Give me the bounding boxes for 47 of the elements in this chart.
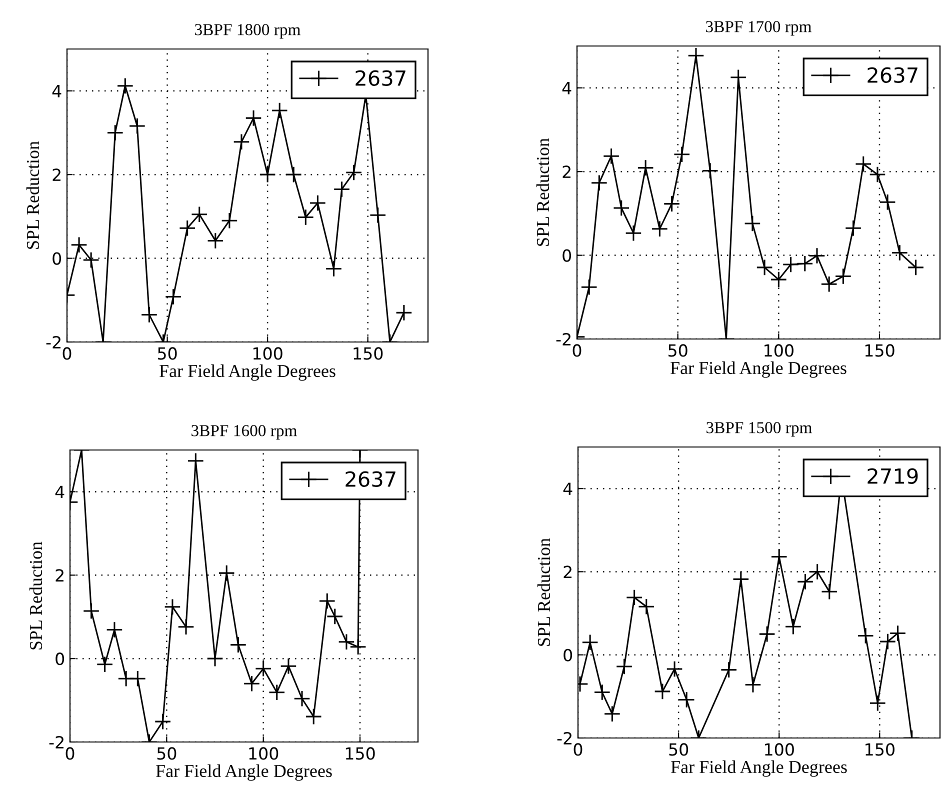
x-tick-label: 100 bbox=[765, 743, 794, 756]
y-axis-title: SPL Reduction bbox=[536, 138, 550, 246]
y-tick-label: 0 bbox=[52, 252, 62, 265]
x-tick-label: 150 bbox=[865, 344, 894, 357]
x-tick-label: 100 bbox=[253, 347, 282, 360]
x-tick-label: 50 bbox=[669, 743, 688, 756]
chart-title: 3BPF 1500 rpm bbox=[706, 422, 812, 437]
y-tick-label: 2 bbox=[52, 168, 60, 181]
x-tick-label: 0 bbox=[574, 743, 582, 756]
chart-title: 3BPF 1800 rpm bbox=[195, 24, 300, 39]
legend-label: 2637 bbox=[356, 70, 406, 86]
x-tick-label: 50 bbox=[668, 344, 688, 357]
x-axis-title: Far Field Angle Degrees bbox=[670, 361, 846, 378]
x-tick-label: 0 bbox=[572, 344, 582, 357]
x-tick-label: 150 bbox=[354, 347, 383, 360]
x-tick-label: 100 bbox=[764, 344, 794, 357]
y-tick-label: 4 bbox=[55, 486, 64, 498]
y-tick-label: -2 bbox=[46, 336, 60, 348]
y-tick-label: 0 bbox=[56, 652, 64, 666]
x-tick-label: 150 bbox=[346, 747, 375, 760]
y-tick-label: -2 bbox=[49, 736, 64, 748]
y-tick-label: 4 bbox=[52, 85, 62, 98]
legend-label: 2637 bbox=[868, 67, 918, 83]
y-axis-title: SPL Reduction bbox=[29, 542, 42, 650]
chart-title: 3BPF 1700 rpm bbox=[706, 21, 812, 36]
y-tick-label: 0 bbox=[562, 249, 572, 262]
x-axis-title: Far Field Angle Degrees bbox=[160, 364, 336, 381]
y-tick-label: 2 bbox=[564, 566, 572, 578]
y-tick-label: 2 bbox=[56, 569, 64, 582]
x-tick-label: 150 bbox=[866, 743, 894, 756]
y-tick-label: 4 bbox=[562, 82, 572, 94]
y-tick-label: -2 bbox=[556, 332, 570, 346]
x-tick-label: 0 bbox=[66, 747, 74, 760]
y-tick-label: -2 bbox=[557, 732, 572, 744]
x-tick-label: 50 bbox=[158, 347, 177, 360]
y-tick-label: 2 bbox=[562, 166, 570, 178]
x-tick-label: 100 bbox=[249, 747, 278, 760]
y-axis-title: SPL Reduction bbox=[26, 141, 40, 249]
x-tick-label: 50 bbox=[157, 747, 176, 760]
x-axis-title: Far Field Angle Degrees bbox=[156, 764, 332, 781]
chart-title: 3BPF 1600 rpm bbox=[192, 425, 297, 440]
y-axis-title: SPL Reduction bbox=[537, 538, 550, 646]
y-tick-label: 0 bbox=[564, 648, 572, 662]
legend-label: 2637 bbox=[346, 471, 396, 487]
legend-label: 2719 bbox=[868, 468, 918, 484]
y-tick-label: 4 bbox=[563, 482, 572, 495]
x-axis-title: Far Field Angle Degrees bbox=[671, 760, 847, 777]
